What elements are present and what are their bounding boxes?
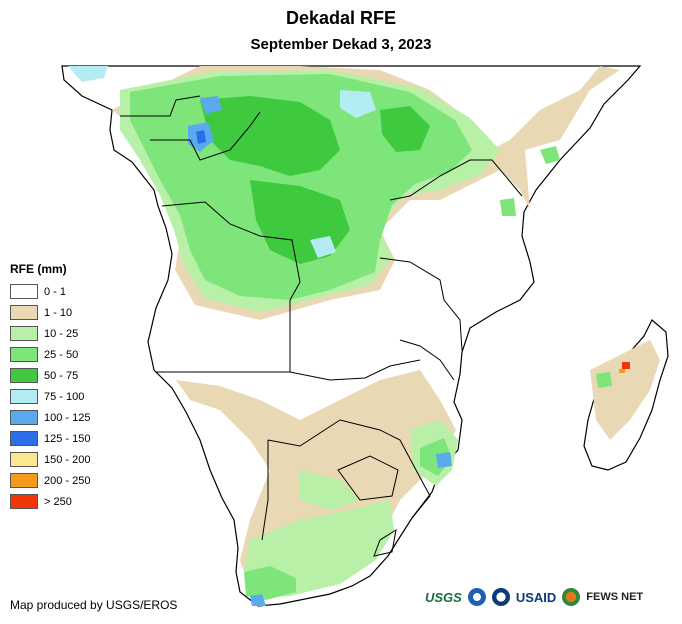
legend-swatch <box>10 305 38 320</box>
legend-label: 100 - 125 <box>44 411 91 424</box>
legend-swatch <box>10 410 38 425</box>
map-title: Dekadal RFE <box>285 8 397 28</box>
legend-label: 200 - 250 <box>44 474 91 487</box>
legend-item: > 250 <box>10 491 90 512</box>
legend-item: 200 - 250 <box>10 470 90 491</box>
credit-text: Map produced by USGS/EROS <box>10 598 178 612</box>
legend-label: 150 - 200 <box>44 453 91 466</box>
map-subtitle: September Dekad 3, 2023 <box>250 36 432 53</box>
noaa-seal-icon <box>467 588 486 606</box>
country-borders <box>120 95 523 557</box>
legend-item: 150 - 200 <box>10 449 90 470</box>
usgs-logo: USGS <box>425 589 462 605</box>
fews-net-logo: FEWS NET <box>586 591 644 603</box>
legend-item: 25 - 50 <box>10 344 90 365</box>
legend-swatch <box>10 494 38 509</box>
legend-item: 0 - 1 <box>10 281 90 302</box>
legend-swatch <box>10 452 38 467</box>
legend: RFE (mm) 0 - 1 1 - 10 10 - 25 25 - 50 50 - 7… <box>10 262 90 512</box>
legend-label: 10 - 25 <box>44 327 79 340</box>
legend-label: 75 - 100 <box>44 390 85 403</box>
usaid-seal-icon <box>491 588 510 606</box>
legend-label: 0 - 1 <box>44 285 67 298</box>
legend-label: 50 - 75 <box>44 369 79 382</box>
fews-net-globe-icon <box>562 588 581 606</box>
legend-swatch <box>10 326 38 341</box>
legend-item: 75 - 100 <box>10 386 90 407</box>
legend-item: 1 - 10 <box>10 302 90 323</box>
legend-swatch <box>10 347 38 362</box>
legend-swatch <box>10 389 38 404</box>
legend-label: > 250 <box>44 495 72 508</box>
legend-title: RFE (mm) <box>10 262 67 276</box>
legend-swatch <box>10 431 38 446</box>
legend-label: 1 - 10 <box>44 306 73 319</box>
logo-bar: USGS USAID FEWS NET <box>425 588 643 606</box>
legend-swatch <box>10 368 38 383</box>
legend-swatch <box>10 284 38 299</box>
legend-item: 10 - 25 <box>10 323 90 344</box>
legend-item: 125 - 150 <box>10 428 90 449</box>
usaid-logo: USAID <box>515 589 557 605</box>
rainfall-fill <box>68 66 660 606</box>
legend-label: 125 - 150 <box>44 432 91 445</box>
legend-label: 25 - 50 <box>44 348 79 361</box>
legend-item: 50 - 75 <box>10 365 90 386</box>
legend-item: 100 - 125 <box>10 407 90 428</box>
legend-swatch <box>10 473 38 488</box>
